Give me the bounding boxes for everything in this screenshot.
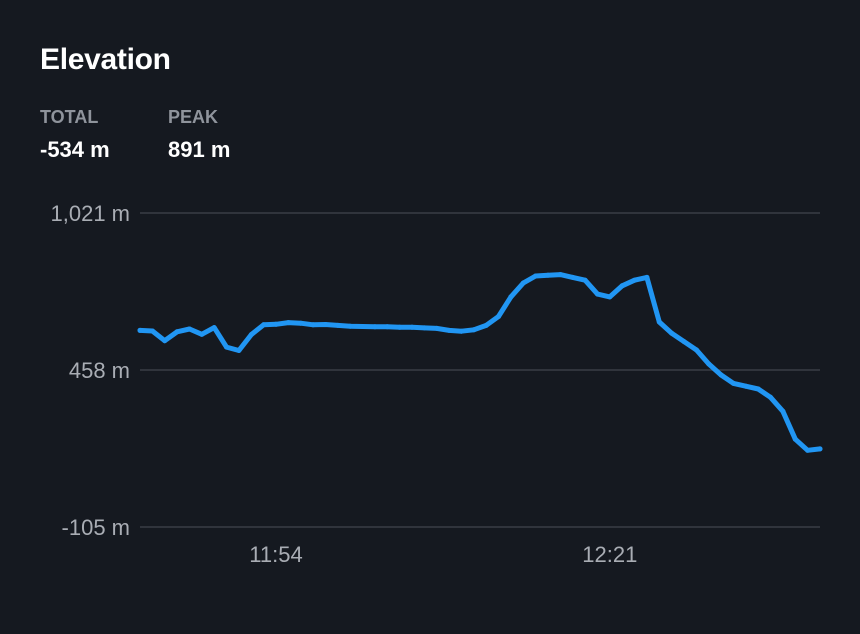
elevation-line: [137, 272, 823, 453]
elevation-point: [409, 324, 415, 330]
stat-peak-value: 891 m: [168, 137, 231, 162]
elevation-point: [434, 325, 440, 331]
elevation-point: [755, 386, 761, 392]
elevation-point: [384, 324, 390, 330]
elevation-point: [644, 274, 650, 280]
elevation-point: [817, 446, 823, 452]
elevation-point: [718, 372, 724, 378]
elevation-point: [285, 320, 291, 326]
y-tick-label: -105 m: [62, 515, 130, 540]
elevation-point: [273, 321, 279, 327]
elevation-point: [248, 332, 254, 338]
elevation-point: [545, 272, 551, 278]
elevation-point: [595, 291, 600, 297]
elevation-point: [706, 361, 712, 367]
elevation-point: [656, 319, 662, 325]
elevation-point: [372, 324, 378, 330]
stat-total-value: -534 m: [40, 137, 110, 162]
x-tick-label: 12:21: [582, 542, 637, 567]
elevation-point: [162, 338, 168, 344]
elevation-point: [446, 327, 452, 333]
elevation-point: [137, 327, 143, 333]
stat-total: TOTAL -534 m: [40, 106, 110, 163]
elevation-point: [174, 329, 180, 335]
elevation-point: [483, 322, 489, 328]
elevation-point: [298, 320, 304, 326]
elevation-point: [187, 326, 192, 332]
elevation-point: [731, 380, 736, 386]
chart-title: Elevation: [40, 43, 171, 76]
elevation-point: [570, 274, 576, 280]
elevation-point: [421, 325, 427, 331]
elevation-point: [681, 339, 687, 345]
elevation-point: [496, 314, 501, 319]
elevation-point: [224, 344, 229, 350]
y-axis-ticks: 1,021 m 458 m -105 m: [51, 201, 131, 540]
elevation-point: [533, 273, 539, 279]
elevation-point: [582, 277, 588, 283]
y-tick-label: 458 m: [69, 358, 130, 383]
y-tick-label: 1,021 m: [51, 201, 131, 226]
elevation-point: [508, 294, 514, 300]
elevation-point: [149, 328, 155, 334]
elevation-point: [323, 322, 328, 327]
elevation-point: [397, 324, 403, 330]
elevation-point: [780, 408, 786, 414]
stat-total-label: TOTAL: [40, 107, 99, 127]
elevation-point: [607, 294, 613, 300]
elevation-point: [310, 322, 316, 328]
elevation-point: [347, 323, 353, 329]
elevation-point: [619, 283, 625, 289]
elevation-point: [335, 322, 341, 328]
x-axis-ticks: 11:54 12:21: [249, 542, 637, 567]
elevation-point: [805, 447, 811, 453]
elevation-point: [199, 331, 205, 337]
elevation-point: [743, 383, 749, 389]
elevation-point: [669, 330, 675, 336]
series-layer: [137, 272, 823, 453]
grid-lines: [140, 212, 820, 528]
x-tick-label: 11:54: [249, 542, 302, 567]
elevation-point: [211, 325, 217, 331]
elevation-point: [768, 394, 773, 400]
elevation-point: [261, 322, 267, 328]
elevation-point: [471, 327, 477, 333]
elevation-point: [520, 280, 526, 286]
elevation-point: [236, 348, 242, 353]
elevation-point: [632, 277, 637, 283]
stat-peak: PEAK 891 m: [168, 106, 230, 163]
elevation-point: [459, 328, 464, 334]
elevation-point: [792, 436, 798, 442]
elevation-point: [360, 324, 365, 329]
elevation-point: [557, 272, 563, 278]
elevation-point: [693, 347, 699, 353]
stat-peak-label: PEAK: [168, 107, 219, 127]
